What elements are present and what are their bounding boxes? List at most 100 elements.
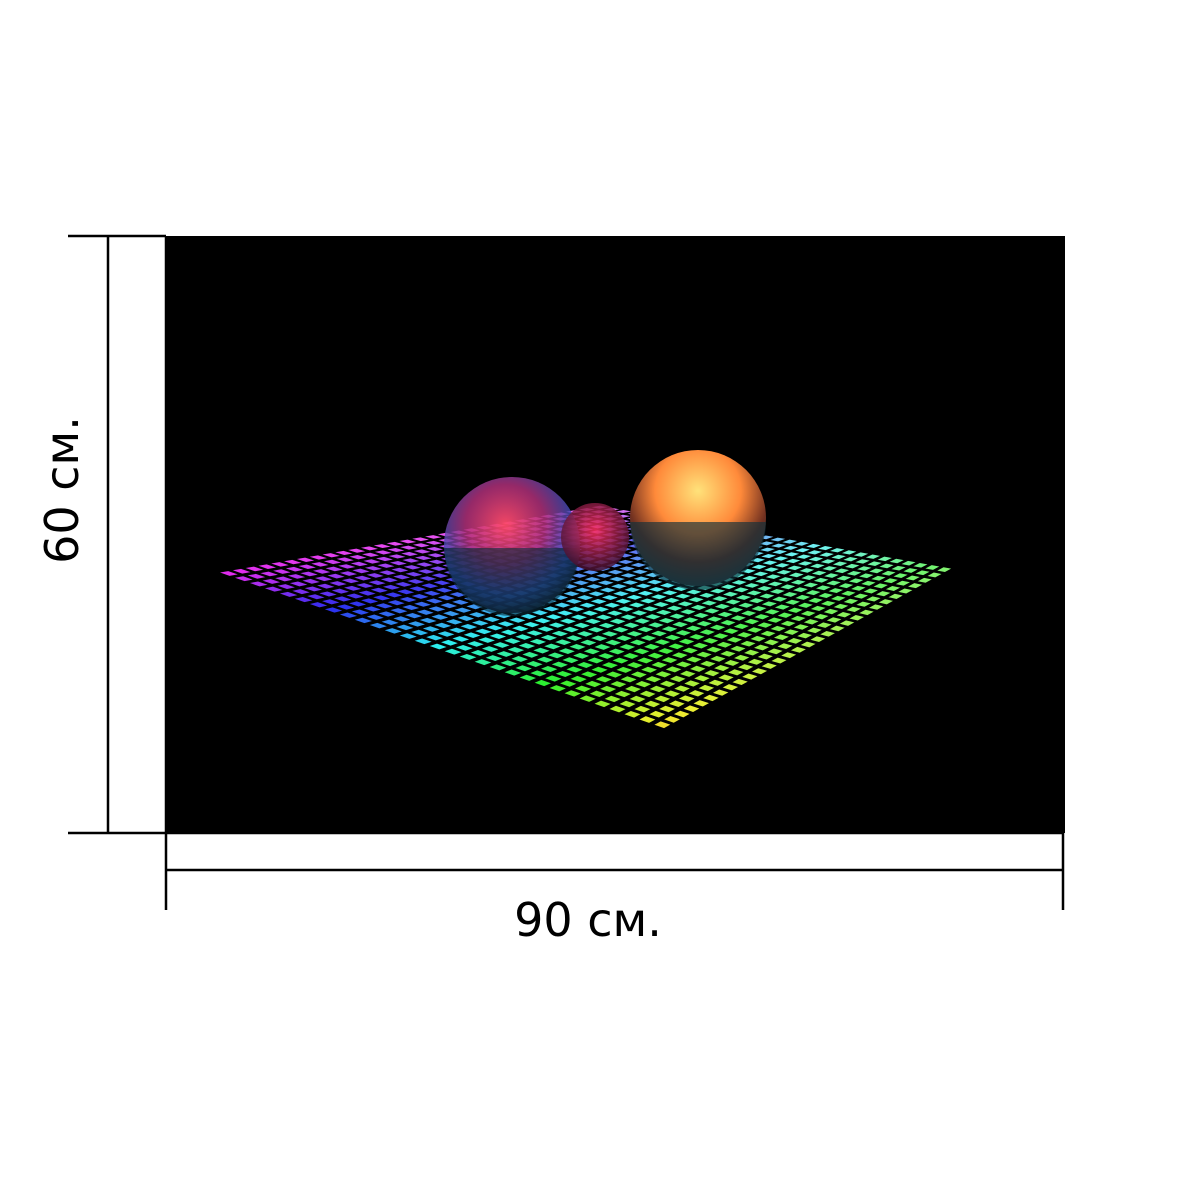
grid-cell: [437, 631, 455, 637]
grid-cell: [698, 684, 715, 692]
grid-cell: [778, 577, 794, 582]
grid-cell: [764, 609, 780, 615]
grid-cell: [893, 573, 908, 579]
grid-cell: [740, 568, 756, 574]
grid-cell: [917, 577, 932, 583]
grid-cell: [873, 583, 888, 589]
grid-cell: [785, 599, 800, 605]
grid-cell: [605, 639, 622, 646]
grid-cell: [750, 635, 766, 642]
grid-cell: [604, 695, 621, 703]
grid-cell: [830, 548, 845, 553]
grid-cell: [716, 641, 732, 648]
grid-cell: [515, 634, 532, 640]
grid-cell: [354, 575, 372, 581]
grid-cell: [733, 587, 749, 593]
grid-cell: [338, 564, 356, 569]
grid-cell: [395, 581, 413, 587]
grid-cell: [593, 606, 610, 612]
grid-cell: [582, 570, 599, 575]
grid-cell: [675, 630, 691, 636]
grid-cell: [381, 619, 399, 626]
grid-cell: [865, 554, 881, 559]
grid-cell: [581, 671, 598, 678]
grid-cell: [346, 593, 364, 599]
grid-cell: [690, 604, 707, 610]
grid-cell: [751, 668, 768, 675]
grid-cell: [573, 622, 590, 629]
grid-cell: [648, 586, 665, 592]
grid-cell: [277, 584, 295, 590]
grid-cell: [245, 566, 264, 572]
grid-cell: [908, 583, 923, 589]
grid-cell: [883, 578, 898, 584]
grid-cell: [258, 564, 276, 569]
grid-cell: [622, 580, 639, 585]
grid-cell: [387, 600, 405, 606]
grid-cell: [422, 626, 440, 632]
grid-cell: [731, 580, 747, 585]
grid-cell: [647, 652, 664, 659]
grid-cell: [629, 695, 646, 703]
grid-cell: [483, 616, 500, 622]
grid-cell: [678, 695, 695, 702]
width-label: 90 см.: [514, 893, 662, 947]
grid-cell: [651, 630, 667, 637]
grid-cell: [388, 554, 406, 559]
grid-cell: [669, 675, 686, 682]
dimension-lines: [68, 234, 1065, 910]
grid-cell: [497, 621, 515, 627]
grid-cell: [806, 543, 821, 548]
grid-cell: [898, 588, 913, 594]
grid-cell: [377, 563, 395, 568]
grid-cell: [626, 594, 643, 600]
grid-cell: [782, 591, 798, 597]
grid-cell: [754, 644, 770, 651]
grid-cell: [540, 634, 557, 641]
grid-cell: [678, 638, 695, 645]
grid-cell: [545, 675, 562, 682]
grid-cell: [696, 621, 712, 627]
grid-cell: [526, 661, 543, 667]
grid-cell: [637, 626, 654, 633]
grid-cell: [431, 614, 449, 620]
grid-cell: [889, 558, 904, 564]
grid-cell: [401, 551, 419, 557]
grid-cell: [615, 598, 632, 604]
grid-cell: [759, 541, 775, 546]
grid-cell: [384, 628, 402, 634]
grid-cell: [596, 573, 612, 578]
grid-cell: [423, 590, 441, 596]
grid-cell: [440, 603, 458, 609]
grid-cell: [378, 611, 396, 617]
grid-cell: [823, 608, 839, 615]
grid-cell: [412, 537, 429, 542]
grid-cell: [500, 660, 518, 667]
grid-cell: [619, 566, 635, 571]
grid-cell: [699, 592, 715, 598]
grid-cell: [753, 571, 769, 577]
grid-cell: [427, 553, 445, 558]
grid-cell: [533, 647, 550, 654]
grid-cell: [800, 610, 816, 617]
grid-cell: [312, 569, 331, 574]
grid-cell: [620, 573, 637, 578]
grid-cell: [623, 653, 639, 659]
grid-cell: [744, 649, 760, 656]
grid-cell: [790, 579, 806, 585]
grid-cell: [927, 572, 942, 578]
grid-cell: [712, 596, 728, 602]
grid-cell: [830, 625, 845, 632]
grid-cell: [430, 566, 447, 571]
grid-cell: [441, 639, 458, 646]
grid-cell: [639, 716, 656, 723]
grid-cell: [314, 576, 333, 582]
grid-cell: [839, 620, 855, 626]
grid-cell: [655, 609, 672, 616]
grid-cell: [641, 666, 657, 673]
grid-cell: [354, 617, 372, 624]
grid-cell: [803, 619, 819, 625]
grid-cell: [732, 678, 748, 686]
grid-cell: [651, 594, 667, 600]
grid-cell: [419, 576, 437, 581]
